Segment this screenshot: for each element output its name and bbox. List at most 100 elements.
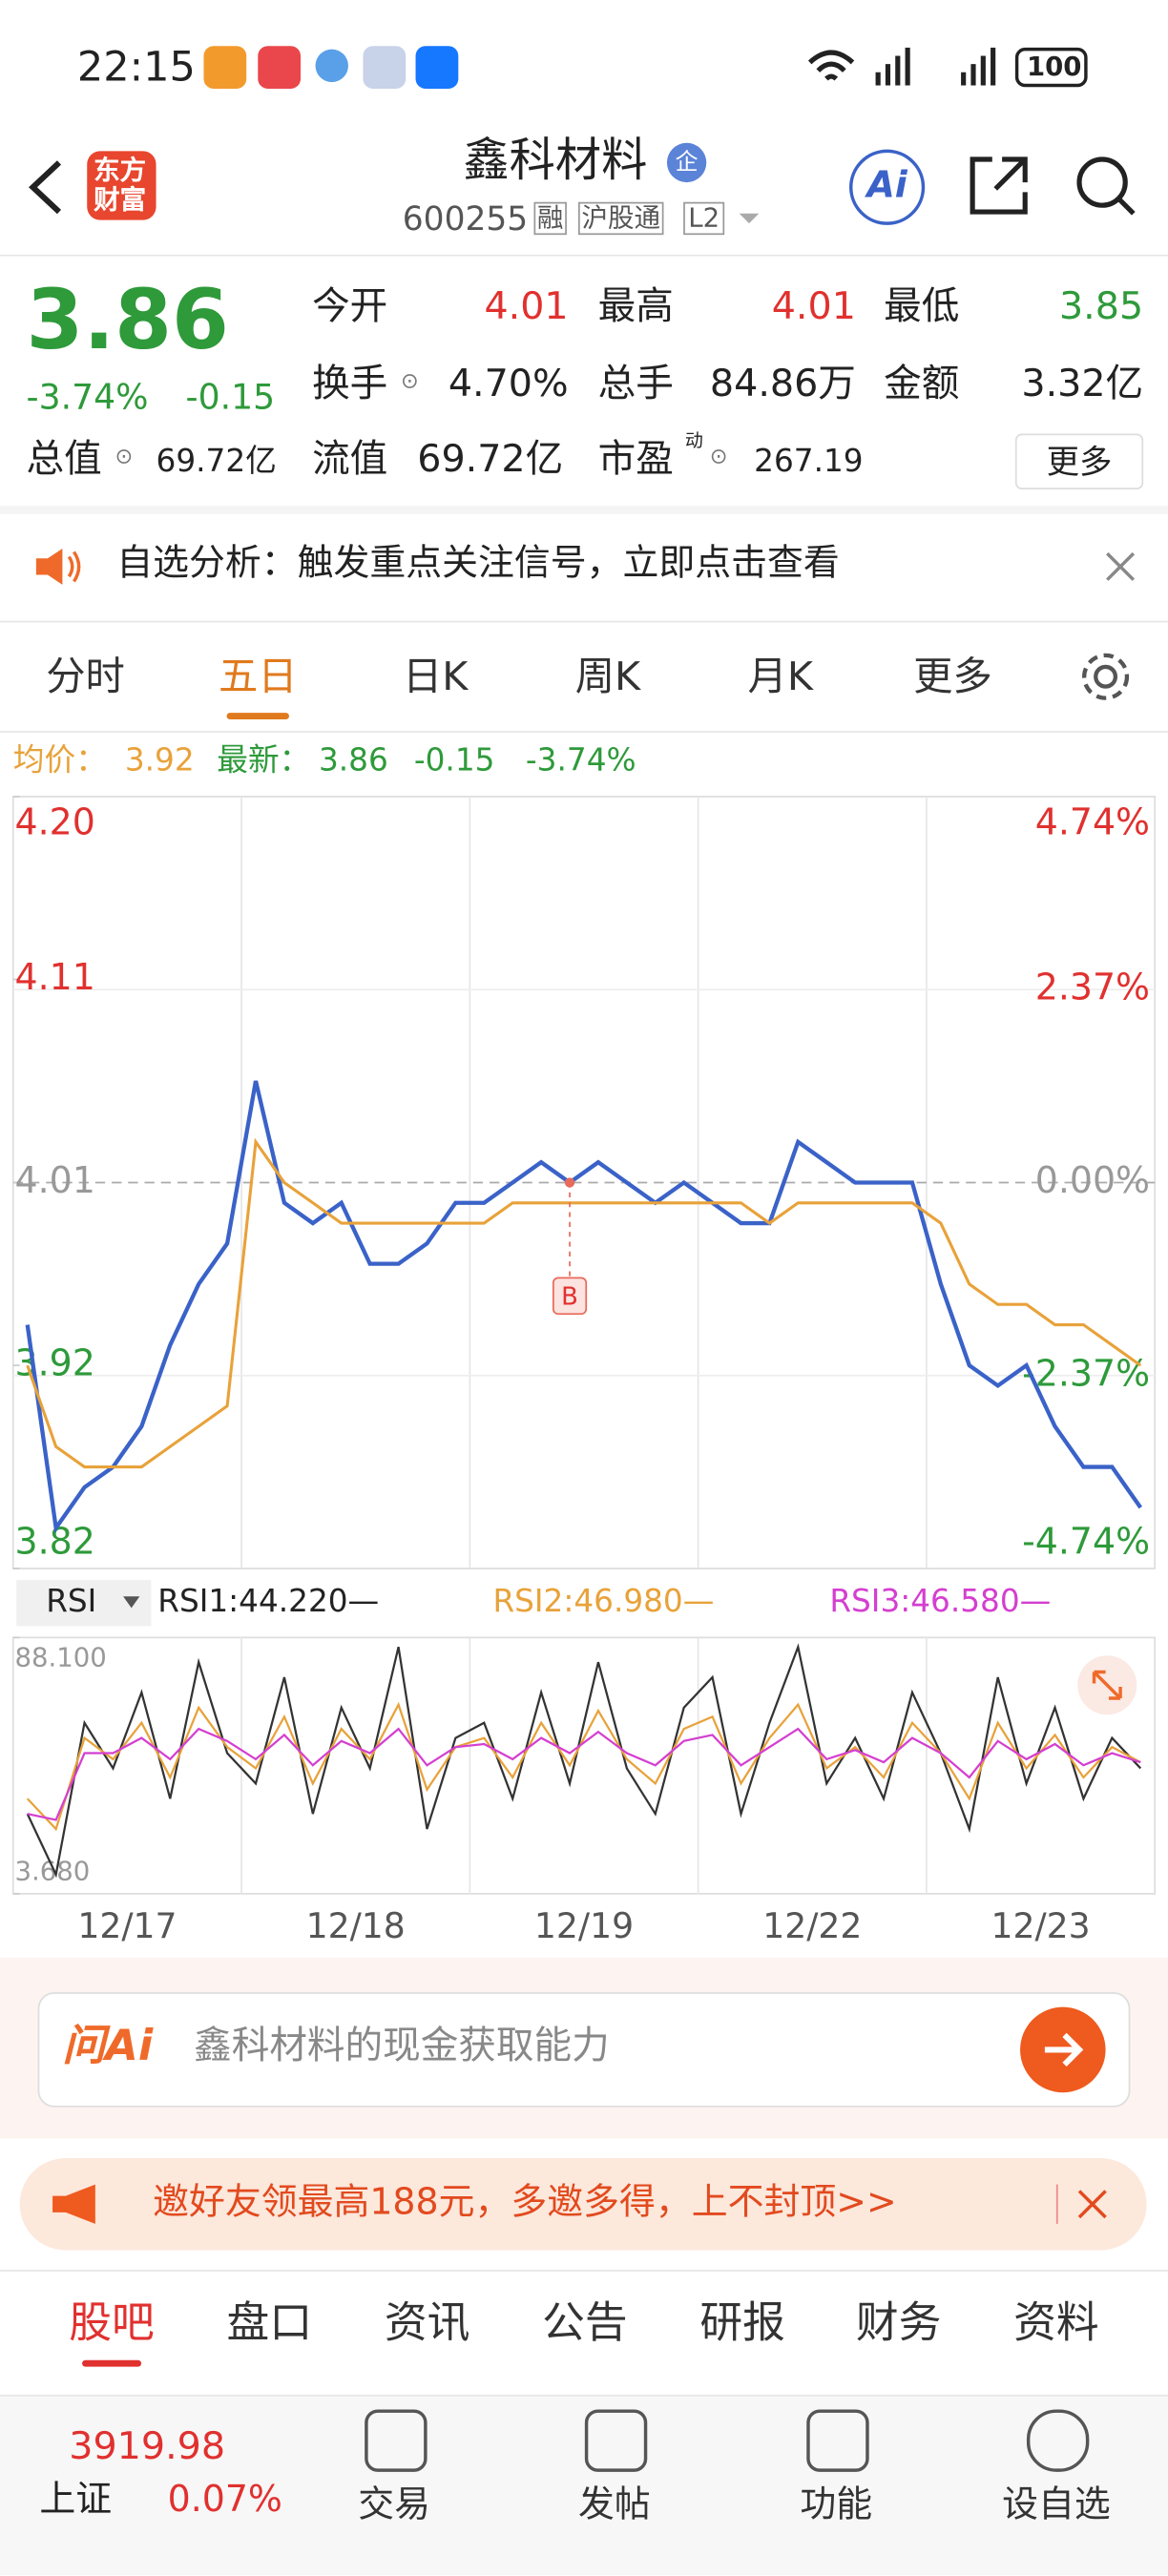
search[interactable]: [1073, 153, 1138, 218]
nav-icon[interactable]: [584, 2409, 648, 2472]
legend-entry: RSI3:46.580—: [829, 1583, 1051, 1619]
nav-icon[interactable]: [365, 2409, 428, 2472]
separator: [1055, 2184, 1058, 2224]
change-pct: -3.74%: [26, 377, 149, 418]
x-tick-label: 12/23: [991, 1905, 1090, 1946]
field-label: 最高: [597, 285, 674, 329]
rsi-line: [26, 1701, 1141, 1832]
field-value: 84.86万: [709, 363, 856, 406]
bottom-tab[interactable]: 资料: [1013, 2299, 1099, 2349]
badge: 企: [666, 142, 707, 183]
tag: 融: [533, 201, 567, 236]
app-icon: [258, 46, 302, 89]
nav-label: 发帖: [577, 2484, 651, 2526]
battery: 100: [1026, 51, 1082, 83]
divider: [0, 254, 1168, 257]
more-button[interactable]: 更多: [1014, 433, 1144, 490]
avg-label: 均价：: [12, 742, 107, 779]
field-value: 4.70%: [448, 363, 569, 406]
notice[interactable]: 自选分析：触发重点关注信号，立即点击查看: [116, 543, 840, 585]
field-label: 最低: [884, 285, 960, 329]
field-label: 金额: [884, 363, 960, 406]
tab[interactable]: 更多: [913, 654, 992, 700]
promo-text: 邀好友领最高188元，多邀多得，上不封顶>>: [153, 2182, 897, 2224]
send[interactable]: [1018, 2005, 1107, 2094]
legend-entry: RSI1:44.220—: [157, 1583, 379, 1619]
plot-frame: [11, 1636, 1157, 1895]
promo-bar[interactable]: [19, 2158, 1147, 2251]
stock-name: 鑫科材料: [463, 133, 648, 188]
app-icon: [315, 49, 348, 83]
divider: [0, 731, 1168, 733]
tab-indicator: [226, 713, 289, 720]
settings[interactable]: [1077, 649, 1134, 705]
tab[interactable]: 周K: [574, 654, 641, 700]
annotation-text: B: [561, 1282, 578, 1311]
bottom-tab[interactable]: 公告: [542, 2299, 628, 2349]
latest-label: 最新：: [217, 742, 311, 779]
field-label: 市盈: [597, 438, 674, 482]
field-value: 3.32亿: [1021, 363, 1144, 406]
tab[interactable]: 日K: [402, 654, 469, 700]
field-value: 69.72亿: [417, 438, 564, 482]
nav-icon[interactable]: [1026, 2409, 1090, 2472]
info-icon: ⊙: [401, 369, 419, 395]
x-tick-label: 12/22: [762, 1905, 862, 1946]
close[interactable]: [1104, 551, 1137, 583]
promo-close[interactable]: [1076, 2188, 1109, 2220]
field-label: 流值: [312, 438, 388, 482]
field-value: 4.01: [771, 285, 856, 329]
tab[interactable]: 月K: [747, 654, 813, 700]
field-label: 总值: [26, 438, 102, 482]
field-value: 4.01: [484, 285, 569, 329]
speaker: [35, 548, 81, 585]
share[interactable]: [966, 153, 1032, 218]
y2-tick-label: -4.74%: [1022, 1521, 1150, 1563]
y-tick-label: 4.01: [14, 1159, 94, 1201]
bottom-tab[interactable]: 研报: [699, 2299, 785, 2349]
info-icon: ⊙: [709, 445, 728, 470]
rsi-line: [26, 1643, 1142, 1879]
nav-icon[interactable]: [806, 2409, 869, 2472]
divider: [0, 2270, 1168, 2272]
bottom-tab[interactable]: 资讯: [384, 2299, 470, 2349]
chart: RSI 12/17 12/18 12/19 12/22 12/23 4.74% 2.37% 0…: [11, 796, 1157, 1946]
dropdown[interactable]: [736, 210, 762, 226]
bottom-tab[interactable]: 盘口: [226, 2299, 313, 2349]
tab[interactable]: 分时: [46, 654, 125, 700]
tab[interactable]: 五日: [218, 654, 298, 700]
ai-button[interactable]: Ai: [849, 149, 926, 225]
y2-tick-label: 2.37%: [1035, 966, 1150, 1008]
megaphone: [52, 2184, 95, 2224]
y-tick-label: 88.100: [14, 1643, 106, 1673]
bottom-tab[interactable]: 股吧: [69, 2299, 155, 2349]
bottom-tab[interactable]: 财务: [855, 2299, 942, 2349]
time: 22:15: [76, 42, 196, 91]
rsi-line: [27, 1727, 1141, 1821]
info-icon: ⊙: [115, 445, 134, 470]
stock-code: 600255: [402, 198, 529, 239]
y2-tick-label: -2.37%: [1022, 1352, 1150, 1394]
series-line: [26, 1137, 1142, 1469]
field-value: 69.72亿: [156, 443, 277, 480]
y2-tick-label: 4.74%: [1035, 801, 1150, 843]
ai-placeholder: 鑫科材料的现金获取能力: [194, 2025, 610, 2068]
expand-icon: [1092, 1670, 1122, 1700]
latest-change: -0.15: [413, 742, 495, 779]
y2-tick-label: 0.00%: [1035, 1159, 1150, 1201]
y-tick-label: 4.20: [14, 801, 94, 843]
logo-text: 财富: [94, 183, 147, 216]
back[interactable]: [23, 156, 73, 222]
latest-value: 3.86: [318, 742, 388, 779]
nav-label: 设自选: [1002, 2484, 1111, 2526]
series-line: [25, 1080, 1143, 1534]
dropdown: [123, 1596, 140, 1609]
ai-input[interactable]: [37, 1992, 1131, 2108]
indicator-name: RSI: [46, 1583, 96, 1619]
legend-entry: RSI2:46.980—: [492, 1583, 714, 1619]
field-label: 换手: [312, 363, 388, 406]
avg-value: 3.92: [124, 742, 195, 779]
field-sup: 动: [684, 430, 703, 452]
